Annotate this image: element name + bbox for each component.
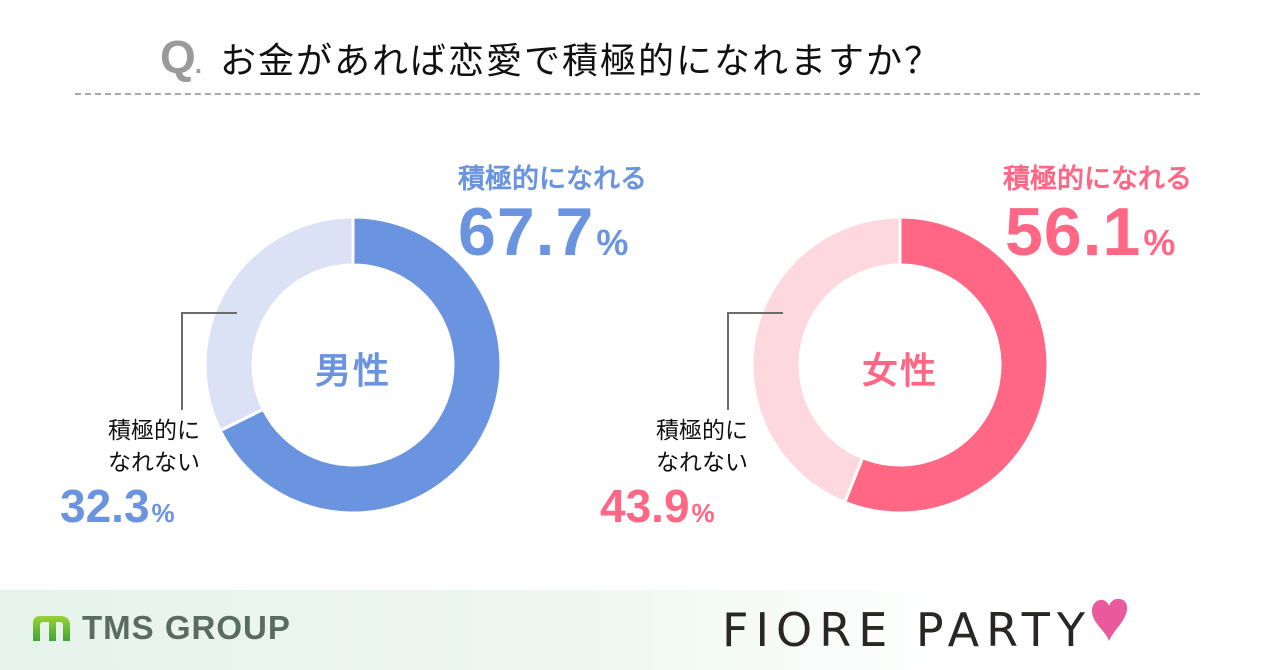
- fiore-party-text: FIORE PARTY: [722, 603, 1092, 657]
- female-no-percentage: 43.9%: [600, 483, 715, 529]
- female-center-label: 女性: [861, 351, 938, 392]
- female-yes-label: 積極的になれる: [1003, 164, 1192, 195]
- female-yes-percentage: 56.1%: [1005, 198, 1175, 266]
- female-donut-svg: [750, 215, 1050, 515]
- female-yes-segment: [842, 215, 1050, 515]
- female-no-label: 積極的に なれない: [618, 415, 748, 479]
- male-center-label: 男性: [314, 351, 391, 392]
- tms-group-logo: TMS GROUP: [30, 609, 291, 647]
- female-no-pct-sign: %: [691, 498, 715, 528]
- male-donut-svg: [203, 215, 503, 515]
- female-leader-line-vertical: [727, 312, 729, 410]
- tms-group-text: TMS GROUP: [82, 609, 291, 646]
- female-no-segment: [750, 215, 902, 505]
- heart-icon: [1091, 598, 1128, 641]
- male-no-value: 32.3: [60, 480, 150, 532]
- question-title: Q . お金があれば恋愛で積極的になれますか？: [160, 30, 943, 83]
- female-no-label-line1: 積極的に: [656, 418, 748, 444]
- female-no-label-line2: なれない: [656, 450, 748, 476]
- male-no-label-line2: なれない: [108, 450, 200, 476]
- male-yes-value: 67.7: [458, 194, 595, 270]
- male-yes-segment: [218, 215, 503, 515]
- female-donut-chart: [750, 215, 1050, 515]
- male-no-pct-sign: %: [151, 498, 175, 528]
- male-no-label-line1: 積極的に: [108, 418, 200, 444]
- male-leader-line-horizontal: [181, 312, 237, 314]
- q-mark: Q: [160, 31, 196, 83]
- dashed-divider: [75, 93, 1200, 95]
- male-yes-pct-sign: %: [596, 222, 629, 263]
- male-no-percentage: 32.3%: [60, 483, 175, 529]
- tms-m-icon: [33, 616, 70, 641]
- male-no-segment: [203, 215, 355, 433]
- male-no-label: 積極的に なれない: [70, 415, 200, 479]
- female-yes-pct-sign: %: [1143, 222, 1176, 263]
- q-dot: .: [194, 49, 203, 79]
- male-yes-percentage: 67.7%: [458, 198, 628, 266]
- question-text: お金があれば恋愛で積極的になれますか？: [220, 41, 943, 82]
- female-no-value: 43.9: [600, 480, 690, 532]
- female-yes-value: 56.1: [1005, 194, 1142, 270]
- fiore-party-logo: FIORE PARTY: [722, 598, 1130, 657]
- female-leader-line-horizontal: [727, 312, 783, 314]
- male-leader-line-vertical: [181, 312, 183, 410]
- footer-band: [0, 590, 1280, 670]
- male-yes-label: 積極的になれる: [458, 164, 647, 195]
- male-donut-chart: [203, 215, 503, 515]
